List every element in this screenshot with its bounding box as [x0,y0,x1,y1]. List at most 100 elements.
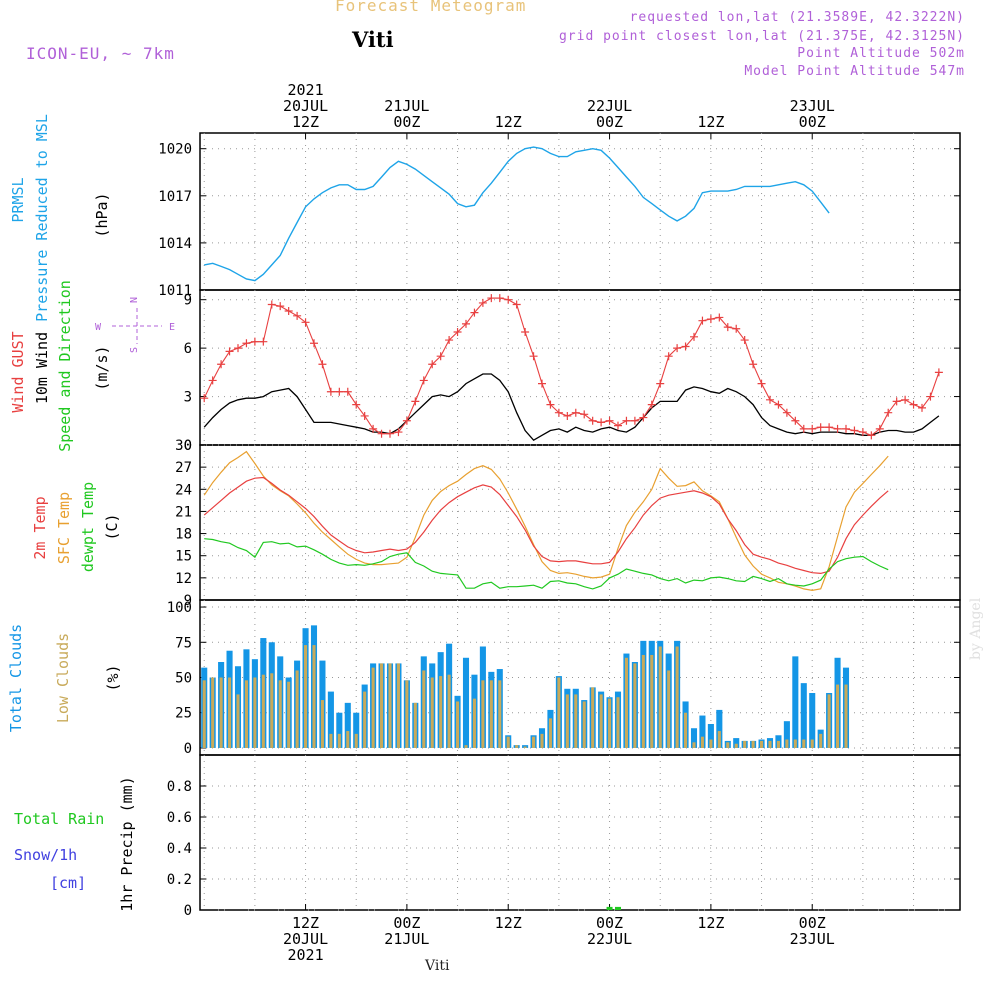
low-cloud-bar [405,680,409,748]
low-cloud-bar [836,684,840,748]
wind-gust-marker [782,408,791,417]
low-cloud-bar [700,736,704,748]
precip-ylabel: 1hr Precip (mm) [118,776,136,911]
compass-north: N [129,297,140,303]
low-cloud-bar [641,654,645,748]
temp-ytick-label: 24 [175,482,192,498]
low-cloud-bar [667,670,671,748]
temp-2m-label: 2m Temp [31,496,49,559]
low-cloud-bar [819,733,823,748]
low-cloud-bar [760,740,764,748]
compass-south: S [129,347,140,353]
wind-gust-marker [242,339,251,348]
low-cloud-bar [523,746,527,748]
top-time-label: 22JUL [587,97,632,115]
wind-gust-marker [690,332,698,341]
precip-frame [199,754,961,911]
low-cloud-bar [844,684,848,748]
temp-ytick-label: 27 [175,460,192,476]
top-time-label: 21JUL [384,97,429,115]
wind-gust-marker [529,352,538,361]
wind-gust-marker [605,416,614,425]
clouds-ytick-label: 0 [184,741,192,757]
low-cloud-bar [751,740,755,748]
total-cloud-bar [353,712,360,748]
wind-gust-marker [892,397,901,406]
total-cloud-bar [690,728,698,748]
low-cloud-bar [675,646,679,748]
pressure-ytick-label: 1014 [158,236,192,252]
wind-gust-marker [377,429,386,438]
total-cloud-bar [707,724,714,748]
low-cloud-bar [472,698,476,748]
pressure-ytick-label: 1011 [158,283,192,299]
pressure-frame [199,132,961,291]
total-cloud-bar [716,709,723,748]
wind-gust-marker [352,400,361,409]
total-cloud-bar [344,702,351,748]
wind-gust-marker [554,408,563,417]
wind-gust-marker [909,400,918,409]
precip-panel: 0 0.2 0.4 0.6 0.8 [167,754,961,919]
snow-label: Snow/1h [14,846,77,864]
wind-gust-marker [267,300,276,309]
wind-gust-marker [470,308,479,317]
wind-gust-marker [411,397,420,406]
low-cloud-bar [380,663,384,748]
low-cloud-bar [506,736,510,748]
wind-gust-marker [630,416,639,425]
wind-gust-marker [343,387,352,396]
wind-gust-marker [571,408,580,417]
low-cloud-bar [548,718,552,748]
top-time-label: 12Z [292,113,319,131]
low-cloud-bar [565,694,569,748]
total-cloud-bar [783,721,790,748]
wind-unit: (m/s) [93,345,111,390]
wind-gust-marker [740,336,749,345]
sfc-temp-line [203,450,889,592]
temp-ytick-label: 12 [175,571,192,587]
wind-gust-marker [926,392,935,401]
wind-10m-label: 10m Wind [33,332,51,404]
total-rain-label: Total Rain [14,810,104,828]
low-cloud-bar [540,733,544,748]
precip-ytick-label: 0.8 [167,779,192,795]
wind-gust-line [203,297,940,436]
top-time-label: 00Z [799,113,826,131]
low-cloud-bar [219,677,223,748]
wind-gust-marker [799,424,808,433]
low-cloud-bar [388,663,392,748]
model-altitude: Model Point Altitude 547m [744,64,965,79]
wind-gust-marker [521,327,530,336]
low-cloud-bar [515,745,519,748]
total-cloud-bar [462,657,470,748]
low-cloud-bar [329,733,333,748]
temp-ytick-label: 21 [175,504,192,520]
wind-gust-marker [504,295,513,304]
low-cloud-bar [582,701,586,748]
low-cloud-bar [532,736,536,748]
wind-gust-marker [259,337,268,346]
low-cloud-bar [464,745,468,748]
wind-gust-marker [715,313,724,322]
clouds-panel: 0 25 50 75 100 [167,599,961,757]
clouds-ytick-label: 75 [175,635,192,651]
low-cloud-bar [422,670,426,748]
low-cloud-bar [692,742,696,748]
wind-gust-marker [301,318,310,327]
low-cloud-bar [616,697,620,748]
low-cloud-bar [802,739,806,748]
temp-unit: (C) [103,513,121,540]
wind-ytick-label: 3 [184,390,192,406]
wind-gust-marker [588,416,597,425]
wind-gust-marker [580,410,589,419]
top-time-label: 23JUL [790,97,835,115]
bottom-time-label: 12Z [292,914,319,932]
low-cloud-bar [650,654,654,748]
pressure-label-msl: Pressure Reduced to MSL [33,114,51,322]
low-cloud-bar [413,702,417,748]
low-cloud-bar [354,733,358,748]
wind-gust-marker [563,411,572,420]
wind-gust-marker [326,387,335,396]
wind-gust-marker [318,360,327,369]
